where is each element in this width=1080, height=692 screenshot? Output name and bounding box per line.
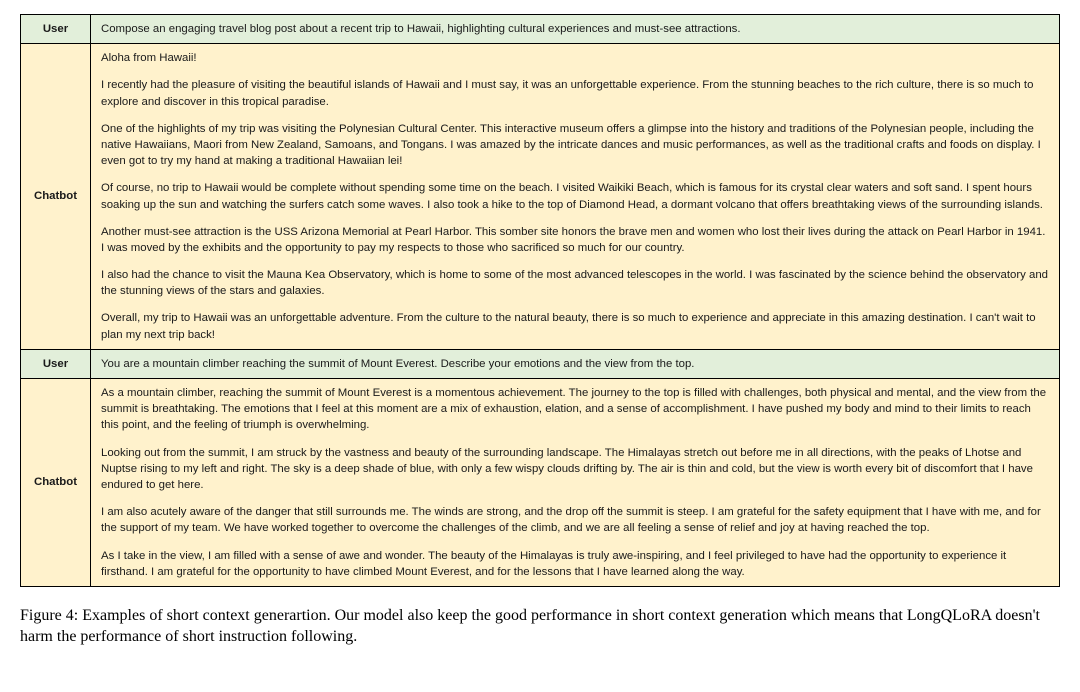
chatbot1-para: Aloha from Hawaii! <box>101 50 1049 66</box>
chatbot-message-1: Aloha from Hawaii! I recently had the pl… <box>91 44 1060 350</box>
chatbot2-para: As I take in the view, I am filled with … <box>101 548 1049 580</box>
chatbot2-para: As a mountain climber, reaching the summ… <box>101 385 1049 434</box>
table-row-user-2: User You are a mountain climber reaching… <box>21 349 1060 378</box>
role-cell-user: User <box>21 15 91 44</box>
page: User Compose an engaging travel blog pos… <box>0 0 1080 666</box>
table-row-chatbot-1: Chatbot Aloha from Hawaii! I recently ha… <box>21 44 1060 350</box>
role-cell-user: User <box>21 349 91 378</box>
chatbot2-para: I am also acutely aware of the danger th… <box>101 504 1049 536</box>
chatbot1-para: Another must-see attraction is the USS A… <box>101 224 1049 256</box>
chatbot1-para: One of the highlights of my trip was vis… <box>101 121 1049 170</box>
user-message-2: You are a mountain climber reaching the … <box>91 349 1060 378</box>
conversation-table: User Compose an engaging travel blog pos… <box>20 14 1060 587</box>
chatbot-message-2: As a mountain climber, reaching the summ… <box>91 379 1060 587</box>
figure-caption: Figure 4: Examples of short context gene… <box>20 605 1060 648</box>
chatbot1-para: I recently had the pleasure of visiting … <box>101 77 1049 109</box>
user-message-1: Compose an engaging travel blog post abo… <box>91 15 1060 44</box>
chatbot1-para: Overall, my trip to Hawaii was an unforg… <box>101 310 1049 342</box>
role-cell-chatbot: Chatbot <box>21 44 91 350</box>
chatbot1-para: I also had the chance to visit the Mauna… <box>101 267 1049 299</box>
chatbot1-para: Of course, no trip to Hawaii would be co… <box>101 180 1049 212</box>
table-row-user-1: User Compose an engaging travel blog pos… <box>21 15 1060 44</box>
role-cell-chatbot: Chatbot <box>21 379 91 587</box>
chatbot2-para: Looking out from the summit, I am struck… <box>101 445 1049 494</box>
table-row-chatbot-2: Chatbot As a mountain climber, reaching … <box>21 379 1060 587</box>
